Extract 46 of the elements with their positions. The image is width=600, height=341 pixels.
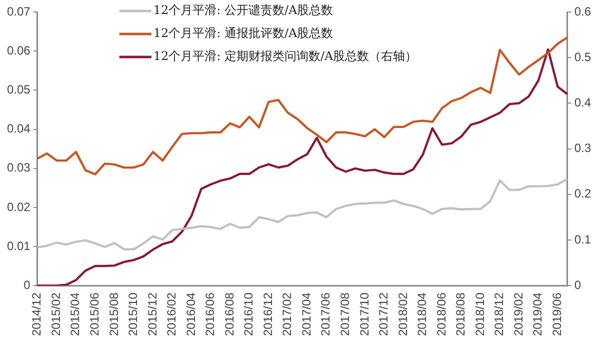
x-tick-label: 2018/06: [434, 292, 448, 336]
x-tick-label: 2017/10: [357, 292, 372, 336]
x-tick-label: 2015/04: [68, 292, 82, 336]
x-tick-label: 2016/02: [164, 292, 179, 336]
x-tick-label: 2016/08: [222, 292, 236, 336]
legend-label: 12个月平滑: 公开谴责数/A股总数: [153, 3, 334, 18]
legend-label: 12个月平滑: 通报批评数/A股总数: [153, 26, 334, 40]
x-tick-label: 2015/12: [145, 292, 160, 336]
y2-tick-label: 0.3: [574, 141, 592, 156]
y2-tick-label: 0.4: [574, 96, 592, 110]
x-tick-label: 2017/12: [376, 292, 391, 336]
x-tick-label: 2017/02: [280, 292, 294, 336]
y-tick-label: 0.04: [6, 122, 31, 136]
x-tick-label: 2018/10: [472, 292, 487, 336]
x-tick-label: 2017/08: [338, 292, 352, 336]
x-tick-label: 2017/04: [299, 292, 314, 336]
x-tick-label: 2015/06: [87, 292, 102, 336]
x-tick-label: 2016/06: [203, 292, 218, 336]
x-tick-label: 2015/10: [126, 292, 140, 336]
x-tick-label: 2015/02: [48, 292, 63, 336]
x-tick-label: 2019/04: [530, 292, 545, 336]
y2-tick-label: 0.5: [574, 50, 592, 64]
y-tick-label: 0.01: [6, 238, 31, 253]
x-tick-label: 2016/12: [260, 292, 275, 336]
y-tick-label: 0.07: [6, 4, 31, 18]
y-tick-label: 0.06: [6, 43, 31, 58]
x-tick-label: 2017/06: [318, 292, 333, 336]
x-tick-label: 2018/08: [454, 292, 468, 336]
y2-tick-label: 0.6: [574, 4, 592, 18]
x-tick-label: 2018/02: [396, 292, 410, 336]
y-tick-label: 0.03: [6, 160, 31, 175]
x-tick-label: 2018/12: [492, 292, 506, 336]
x-tick-label: 2016/04: [184, 292, 198, 336]
x-tick-label: 2015/08: [106, 292, 121, 336]
y2-tick-label: 0: [574, 278, 582, 292]
x-tick-label: 2018/04: [415, 292, 430, 336]
y-tick-label: 0.05: [6, 82, 31, 96]
y-tick-label: 0: [24, 278, 31, 292]
x-tick-label: 2016/10: [242, 292, 256, 336]
legend-label: 12个月平滑: 定期财报类问询数/A股总数（右轴）: [153, 49, 418, 64]
y-tick-label: 0.02: [6, 200, 31, 214]
x-tick-label: 2014/12: [30, 292, 44, 336]
y2-tick-label: 0.2: [574, 186, 592, 201]
y2-tick-label: 0.1: [574, 232, 592, 246]
x-tick-label: 2019/02: [511, 292, 526, 336]
x-tick-label: 2019/06: [550, 292, 564, 336]
